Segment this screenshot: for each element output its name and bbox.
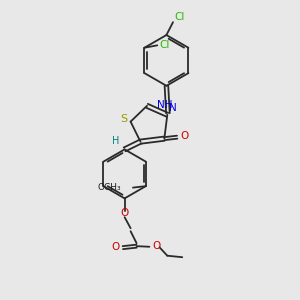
- Text: O: O: [112, 242, 120, 252]
- Text: H: H: [112, 136, 120, 146]
- Text: OCH₃: OCH₃: [98, 183, 121, 192]
- Text: Cl: Cl: [174, 12, 184, 22]
- Text: O: O: [152, 241, 161, 251]
- Text: Cl: Cl: [160, 40, 170, 50]
- Text: N: N: [169, 103, 177, 113]
- Text: O: O: [180, 131, 188, 141]
- Text: O: O: [121, 208, 129, 218]
- Text: NH: NH: [157, 100, 173, 110]
- Text: S: S: [121, 114, 128, 124]
